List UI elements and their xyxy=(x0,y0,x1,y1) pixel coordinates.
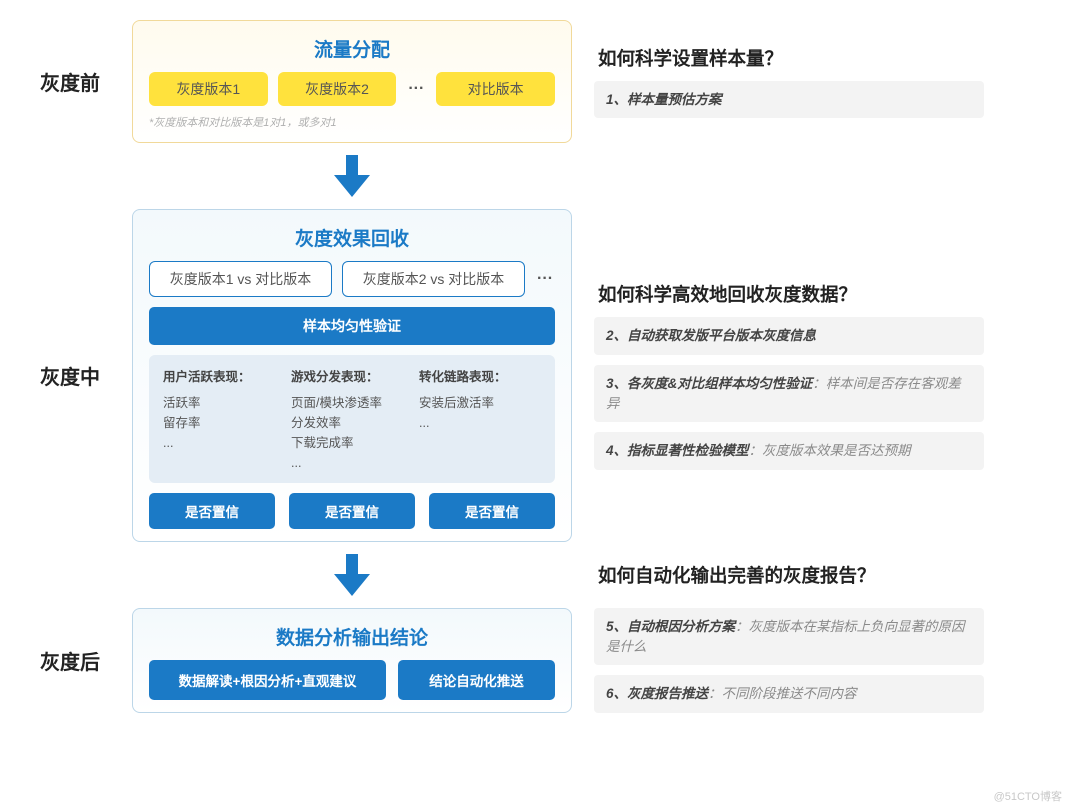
pair-2: 灰度版本2 vs 对比版本 xyxy=(342,261,525,297)
panel1-pills: 灰度版本1 灰度版本2 ··· 对比版本 xyxy=(149,72,555,106)
metric-h3: 转化链路表现： xyxy=(419,367,541,387)
note-5: 5、自动根因分析方案：灰度版本在某指标上负向显著的原因是什么 xyxy=(594,608,984,665)
btn-auto-push: 结论自动化推送 xyxy=(398,660,555,700)
note-4: 4、指标显著性检验模型：灰度版本效果是否达预期 xyxy=(594,432,984,470)
note-2-b: 2、自动获取发版平台版本灰度信息 xyxy=(606,328,816,343)
pair-1: 灰度版本1 vs 对比版本 xyxy=(149,261,332,297)
diagram-root: 灰度前 流量分配 灰度版本1 灰度版本2 ··· 对比版本 *灰度版本和对比版本… xyxy=(0,0,1080,723)
conf-1: 是否置信 xyxy=(149,493,275,529)
metric-h1: 用户活跃表现： xyxy=(163,367,285,387)
metric-col-3: 转化链路表现： 安装后激活率 ... xyxy=(419,367,541,473)
pill-dots: ··· xyxy=(406,80,426,98)
conf-2: 是否置信 xyxy=(289,493,415,529)
btn-data-interpret: 数据解读+根因分析+直观建议 xyxy=(149,660,386,700)
panel1-footnote: *灰度版本和对比版本是1对1，或多对1 xyxy=(149,114,555,130)
note-6-b: 6、灰度报告推送 xyxy=(606,686,708,701)
pair-dots: ··· xyxy=(535,270,555,288)
confidence-row: 是否置信 是否置信 是否置信 xyxy=(149,493,555,529)
right-col-1: 如何科学设置样本量？ 1、样本量预估方案 xyxy=(594,45,984,119)
validation-bar: 样本均匀性验证 xyxy=(149,307,555,345)
metrics-box: 用户活跃表现： 活跃率 留存率 ... 游戏分发表现： 页面/模块渗透率 分发效… xyxy=(149,355,555,483)
q1: 如何科学设置样本量？ xyxy=(594,45,984,71)
metric-h2: 游戏分发表现： xyxy=(291,367,413,387)
panel2-pairs: 灰度版本1 vs 对比版本 灰度版本2 vs 对比版本 ··· xyxy=(149,261,555,297)
note-1: 1、样本量预估方案 xyxy=(594,81,984,119)
note-5-b: 5、自动根因分析方案 xyxy=(606,619,735,634)
right-col-2: 如何科学高效地回收灰度数据？ 2、自动获取发版平台版本灰度信息 3、各灰度&对比… xyxy=(594,281,984,469)
note-6-sub: ：不同阶段推送不同内容 xyxy=(708,686,857,701)
arrow-1 xyxy=(132,151,572,201)
row-during: 灰度中 灰度效果回收 灰度版本1 vs 对比版本 灰度版本2 vs 对比版本 ·… xyxy=(40,209,1040,542)
phase-label-during: 灰度中 xyxy=(40,361,110,390)
panel3-title: 数据分析输出结论 xyxy=(276,623,428,650)
panel-analysis-output: 数据分析输出结论 数据解读+根因分析+直观建议 结论自动化推送 xyxy=(132,608,572,713)
right-col-3top: 如何自动化输出完善的灰度报告？ xyxy=(594,562,984,588)
note-3: 3、各灰度&对比组样本均匀性验证：样本间是否存在客观差异 xyxy=(594,365,984,422)
panel1-title: 流量分配 xyxy=(314,35,390,62)
q2: 如何科学高效地回收灰度数据？ xyxy=(594,281,984,307)
panel-traffic-allocation: 流量分配 灰度版本1 灰度版本2 ··· 对比版本 *灰度版本和对比版本是1对1… xyxy=(132,20,572,143)
pill-compare: 对比版本 xyxy=(436,72,555,106)
q3: 如何自动化输出完善的灰度报告？ xyxy=(594,562,984,588)
phase-label-after: 灰度后 xyxy=(40,646,110,675)
note-4-b: 4、指标显著性检验模型 xyxy=(606,443,749,458)
note-4-sub: ：灰度版本效果是否达预期 xyxy=(749,443,911,458)
arrow-row-1 xyxy=(40,151,1040,201)
metric-col-1: 用户活跃表现： 活跃率 留存率 ... xyxy=(163,367,285,473)
arrow-down-icon xyxy=(332,554,372,598)
phase-label-before: 灰度前 xyxy=(40,67,110,96)
row-after: 灰度后 数据分析输出结论 数据解读+根因分析+直观建议 结论自动化推送 5、自动… xyxy=(40,608,1040,713)
note-1-b: 1、样本量预估方案 xyxy=(606,92,722,107)
arrow-down-icon xyxy=(332,155,372,199)
note-2: 2、自动获取发版平台版本灰度信息 xyxy=(594,317,984,355)
right-col-3: 5、自动根因分析方案：灰度版本在某指标上负向显著的原因是什么 6、灰度报告推送：… xyxy=(594,608,984,713)
panel2-title: 灰度效果回收 xyxy=(295,224,409,251)
note-6: 6、灰度报告推送：不同阶段推送不同内容 xyxy=(594,675,984,713)
note-3-b: 3、各灰度&对比组样本均匀性验证 xyxy=(606,376,812,391)
arrow-2 xyxy=(132,550,572,600)
panel3-btns: 数据解读+根因分析+直观建议 结论自动化推送 xyxy=(149,660,555,700)
watermark: @51CTO博客 xyxy=(994,788,1062,804)
arrow-row-2: 如何自动化输出完善的灰度报告？ xyxy=(40,550,1040,600)
panel-effect-recovery: 灰度效果回收 灰度版本1 vs 对比版本 灰度版本2 vs 对比版本 ··· 样… xyxy=(132,209,572,542)
pill-gray-v2: 灰度版本2 xyxy=(278,72,397,106)
conf-3: 是否置信 xyxy=(429,493,555,529)
metric-col-2: 游戏分发表现： 页面/模块渗透率 分发效率 下载完成率 ... xyxy=(291,367,413,473)
row-before: 灰度前 流量分配 灰度版本1 灰度版本2 ··· 对比版本 *灰度版本和对比版本… xyxy=(40,20,1040,143)
pill-gray-v1: 灰度版本1 xyxy=(149,72,268,106)
